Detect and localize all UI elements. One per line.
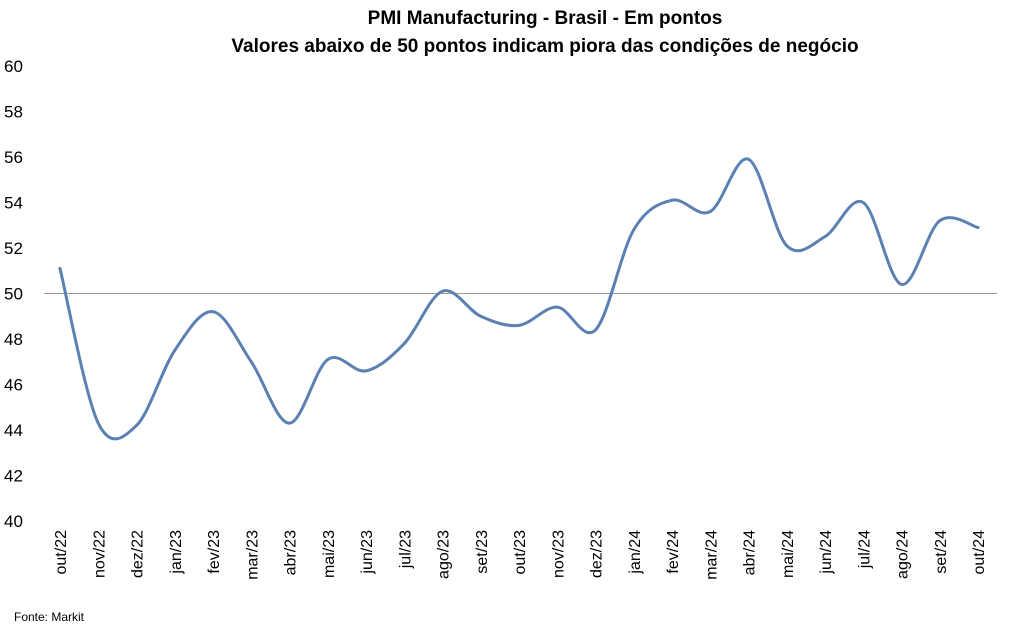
data-point-mai-24 xyxy=(785,244,789,248)
data-point-set-23 xyxy=(479,314,483,318)
data-point-abr-24 xyxy=(747,157,750,161)
x-tick-label: fev/23 xyxy=(206,530,223,574)
data-point-nov-22 xyxy=(96,421,100,425)
y-tick-label: 52 xyxy=(4,239,23,258)
x-axis-ticks: out/22 nov/22 dez/22 jan/23 fev/23 mar/23 abr/… xyxy=(53,530,988,580)
data-point-dez-22 xyxy=(135,423,138,427)
data-point-jul-23 xyxy=(402,342,406,346)
x-tick-label: dez/22 xyxy=(130,530,147,578)
data-point-out-22 xyxy=(58,266,62,270)
x-tick-label: nov/23 xyxy=(550,530,567,578)
data-point-jan-23 xyxy=(173,348,177,352)
y-tick-label: 46 xyxy=(4,376,23,395)
data-point-mai-23 xyxy=(326,357,330,361)
x-tick-label: abr/24 xyxy=(742,530,759,575)
x-tick-label: jun/24 xyxy=(818,530,835,575)
x-tick-label: fev/24 xyxy=(665,530,682,574)
data-point-dez-23 xyxy=(594,328,597,332)
x-tick-label: ago/23 xyxy=(436,530,453,579)
x-tick-label: mar/24 xyxy=(703,530,720,580)
y-tick-label: 50 xyxy=(4,285,23,304)
x-tick-label: jun/23 xyxy=(359,530,376,575)
y-tick-label: 54 xyxy=(4,194,23,213)
source-note: Fonte: Markit xyxy=(14,610,85,624)
data-point-nov-23 xyxy=(555,305,559,309)
y-tick-label: 42 xyxy=(4,467,23,486)
y-tick-label: 60 xyxy=(4,57,23,76)
x-tick-label: jan/23 xyxy=(168,530,185,575)
y-tick-label: 40 xyxy=(4,512,23,531)
data-point-fev-24 xyxy=(670,198,674,202)
x-tick-label: jul/24 xyxy=(856,530,873,569)
x-tick-label: dez/23 xyxy=(589,530,606,578)
data-point-ago-23 xyxy=(441,289,444,293)
x-tick-label: out/22 xyxy=(53,530,70,575)
x-tick-label: out/23 xyxy=(512,530,529,575)
data-point-jun-23 xyxy=(364,369,368,373)
series-line-pmi xyxy=(58,157,980,441)
y-tick-label: 58 xyxy=(4,103,23,122)
x-tick-label: set/24 xyxy=(933,530,950,574)
data-point-abr-23 xyxy=(288,421,291,425)
x-tick-label: nov/22 xyxy=(91,530,108,578)
data-point-jul-24 xyxy=(861,201,865,204)
x-tick-label: mai/23 xyxy=(321,530,338,578)
chart-title: PMI Manufacturing - Brasil - Em pontos xyxy=(368,8,723,29)
data-point-set-24 xyxy=(938,219,942,223)
data-point-out-23 xyxy=(517,323,521,327)
y-tick-label: 48 xyxy=(4,330,23,349)
x-tick-label: out/24 xyxy=(971,530,988,575)
data-point-ago-24 xyxy=(900,282,903,286)
data-point-jan-24 xyxy=(632,228,636,232)
x-tick-label: abr/23 xyxy=(283,530,300,575)
x-tick-label: mai/24 xyxy=(780,530,797,578)
chart-subtitle: Valores abaixo de 50 pontos indicam pior… xyxy=(231,36,858,57)
y-axis-ticks: 40 42 44 46 48 50 52 54 56 58 60 xyxy=(4,57,23,531)
x-tick-label: mar/23 xyxy=(244,530,261,580)
data-point-fev-23 xyxy=(211,310,215,314)
y-tick-label: 44 xyxy=(4,421,23,440)
data-point-jun-24 xyxy=(823,235,827,239)
data-point-out-24 xyxy=(976,226,980,230)
x-tick-label: ago/24 xyxy=(895,530,912,579)
data-point-mar-23 xyxy=(249,360,253,364)
data-point-mar-24 xyxy=(708,210,712,214)
y-tick-label: 56 xyxy=(4,148,23,167)
x-tick-label: set/23 xyxy=(474,530,491,574)
x-tick-label: jan/24 xyxy=(627,530,644,575)
x-tick-label: jul/23 xyxy=(397,530,414,569)
